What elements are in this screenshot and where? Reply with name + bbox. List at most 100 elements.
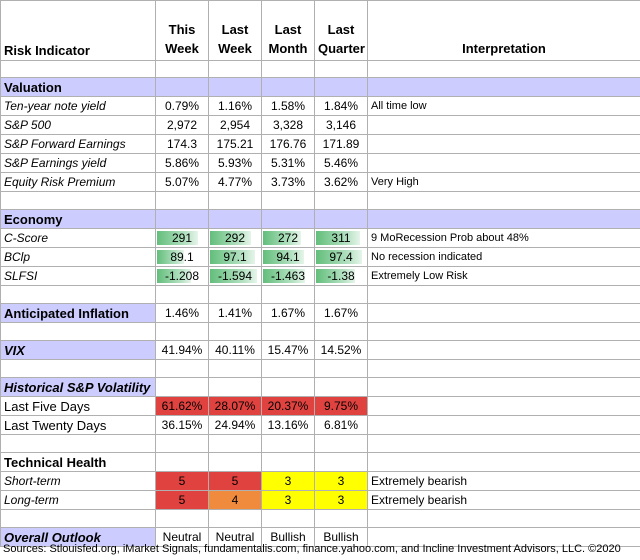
row-label: Last Five Days [0, 396, 156, 416]
header-this-week: This Week [155, 0, 209, 61]
row-label: C-Score [0, 228, 156, 248]
row-label: S&P Earnings yield [0, 153, 156, 173]
cell-last-month: Bullish [261, 527, 315, 547]
row-label: Long-term [0, 490, 156, 510]
cell-last-week: 24.94% [208, 415, 262, 435]
cell-last-quarter: 3 [314, 490, 368, 510]
cell-this-week: 5.86% [155, 153, 209, 173]
spacer-row [0, 434, 640, 453]
cell-this-week: 174.3 [155, 134, 209, 154]
cell-last-quarter: 9.75% [314, 396, 368, 416]
spacer-row [0, 509, 640, 528]
data-bar [157, 250, 184, 264]
cell-this-week: 61.62% [155, 396, 209, 416]
cell-this-week: Neutral [155, 527, 209, 547]
cell-last-quarter: 14.52% [314, 340, 368, 360]
cell-last-week: 28.07% [208, 396, 262, 416]
cell-last-month: 1.58% [261, 96, 315, 116]
table-row: S&P 500 2,972 2,954 3,328 3,146 [0, 115, 640, 135]
cell-last-week: 1.41% [208, 303, 262, 323]
cell-this-week: 0.79% [155, 96, 209, 116]
cell-this-week: 1.46% [155, 303, 209, 323]
data-bar-cell: 292 [208, 228, 262, 248]
inflation-label: Anticipated Inflation [0, 303, 156, 323]
cell-last-month: 1.67% [261, 303, 315, 323]
economy-section-row: Economy [0, 209, 640, 229]
header-risk-indicator: Risk Indicator [0, 0, 156, 61]
cell-last-week: 1.16% [208, 96, 262, 116]
header-last-quarter: Last Quarter [314, 0, 368, 61]
data-bar [157, 269, 192, 283]
data-bar [210, 231, 251, 245]
cell-interpretation: Extremely Low Risk [367, 266, 640, 286]
data-bar-cell: 89.1 [155, 247, 209, 267]
data-bar-cell: 291 [155, 228, 209, 248]
risk-indicator-table: Risk Indicator This Week Last Week Last Mon… [0, 0, 640, 547]
table-row: Last Five Days 61.62% 28.07% 20.37% 9.75… [0, 396, 640, 416]
data-bar-cell: 311 [314, 228, 368, 248]
cell-last-week: 2,954 [208, 115, 262, 135]
cell-last-quarter: Bullish [314, 527, 368, 547]
cell-last-month: 13.16% [261, 415, 315, 435]
data-bar [210, 250, 255, 264]
row-label: Equity Risk Premium [0, 172, 156, 192]
cell-interpretation [367, 115, 640, 135]
vix-label: VIX [0, 340, 156, 360]
header-interpretation: Interpretation [367, 0, 640, 61]
cell-last-week: 4.77% [208, 172, 262, 192]
cell-last-week: 5 [208, 471, 262, 491]
data-bar [263, 250, 304, 264]
cell-last-week: 4 [208, 490, 262, 510]
data-bar [316, 269, 355, 283]
row-label: S&P Forward Earnings [0, 134, 156, 154]
outlook-label: Overall Outlook [0, 527, 156, 547]
cell-interpretation: Extremely bearish [367, 471, 640, 491]
table-row: S&P Forward Earnings 174.3 175.21 176.76… [0, 134, 640, 154]
data-bar [316, 250, 362, 264]
table-row: C-Score 291 292 272 311 9 MoRecession Pr… [0, 228, 640, 248]
cell-this-week: 5 [155, 490, 209, 510]
data-bar-cell: -1.208 [155, 266, 209, 286]
table-row: Short-term 5 5 3 3 Extremely bearish [0, 471, 640, 491]
header-row: Risk Indicator This Week Last Week Last Mon… [0, 0, 640, 61]
outlook-row: Overall Outlook Neutral Neutral Bullish … [0, 527, 640, 547]
spacer-row [0, 322, 640, 341]
data-bar [263, 231, 302, 245]
cell-last-month: 3 [261, 490, 315, 510]
row-label: Last Twenty Days [0, 415, 156, 435]
data-bar [316, 231, 360, 245]
cell-interpretation: All time low [367, 96, 640, 116]
table-row: SLFSI -1.208 -1.594 -1.463 -1.38 Extreme… [0, 266, 640, 286]
data-bar-cell: -1.594 [208, 266, 262, 286]
cell-last-week: 5.93% [208, 153, 262, 173]
cell-this-week: 5.07% [155, 172, 209, 192]
economy-title: Economy [0, 209, 156, 229]
cell-last-quarter: 1.84% [314, 96, 368, 116]
cell-interpretation: No recession indicated [367, 247, 640, 267]
table-row: Long-term 5 4 3 3 Extremely bearish [0, 490, 640, 510]
cell-last-quarter: 3.62% [314, 172, 368, 192]
spacer-row [0, 359, 640, 378]
data-bar-cell: -1.463 [261, 266, 315, 286]
technical-section-row: Technical Health [0, 452, 640, 472]
cell-interpretation: Very High [367, 172, 640, 192]
cell-last-quarter: 3,146 [314, 115, 368, 135]
table-row: Equity Risk Premium 5.07% 4.77% 3.73% 3.… [0, 172, 640, 192]
cell-last-month: 15.47% [261, 340, 315, 360]
table-row: S&P Earnings yield 5.86% 5.93% 5.31% 5.4… [0, 153, 640, 173]
sources-footnote: Sources: Stlouisfed.org, iMarket Signals… [3, 543, 621, 555]
cell-last-quarter: 6.81% [314, 415, 368, 435]
inflation-row: Anticipated Inflation 1.46% 1.41% 1.67% … [0, 303, 640, 323]
cell-last-month: 3 [261, 471, 315, 491]
valuation-section-row: Valuation [0, 77, 640, 97]
cell-last-quarter: 5.46% [314, 153, 368, 173]
cell-this-week: 2,972 [155, 115, 209, 135]
cell-last-month: 176.76 [261, 134, 315, 154]
cell-last-quarter: 3 [314, 471, 368, 491]
vix-row: VIX 41.94% 40.11% 15.47% 14.52% [0, 340, 640, 360]
data-bar-cell: 97.4 [314, 247, 368, 267]
table-row: BClp 89.1 97.1 94.1 97.4 No recession in… [0, 247, 640, 267]
spacer-row [0, 60, 640, 78]
data-bar [263, 269, 306, 283]
data-bar [157, 231, 198, 245]
